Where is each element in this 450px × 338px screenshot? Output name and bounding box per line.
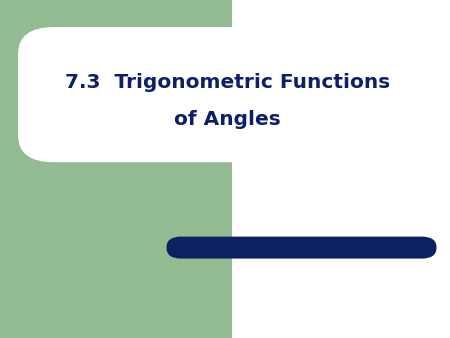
FancyBboxPatch shape	[18, 27, 436, 162]
FancyBboxPatch shape	[166, 237, 436, 259]
Bar	[0, 0, 232, 338]
Text: 7.3  Trigonometric Functions: 7.3 Trigonometric Functions	[65, 73, 390, 92]
Text: of Angles: of Angles	[174, 111, 281, 129]
